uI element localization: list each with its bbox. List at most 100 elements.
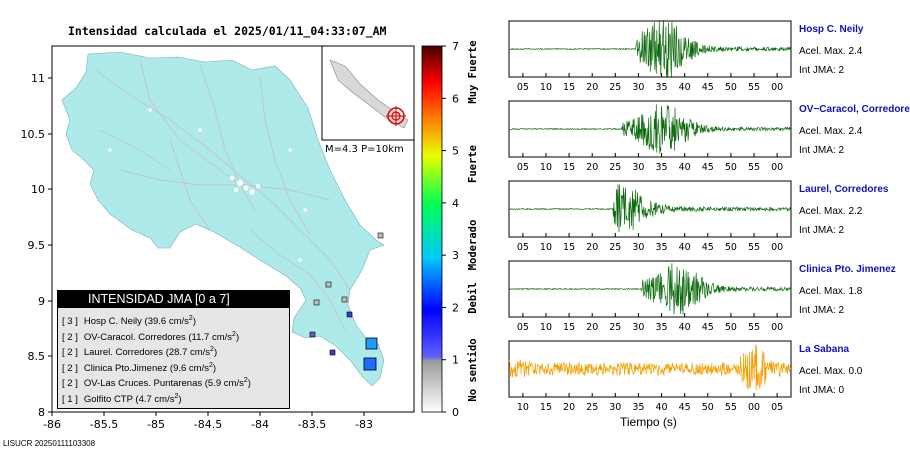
wave-tick-label: 40 [679, 162, 691, 173]
wave-tick-label: 30 [632, 82, 644, 93]
station-marker [329, 349, 336, 356]
inset-map [321, 45, 415, 141]
map-x-tick-label: -83 [355, 418, 373, 431]
station-jma-intensity: Int JMA: 2 [799, 65, 845, 76]
wave-tick-label: 20 [563, 402, 575, 413]
wave-tick-label: 20 [586, 162, 598, 173]
wave-tick-label: 15 [563, 242, 575, 253]
station-marker [365, 337, 378, 350]
legend-unit-sup: 2 [232, 330, 236, 338]
colorbar-category-label: Fuerte [467, 145, 479, 183]
wave-tick-label: 55 [748, 82, 760, 93]
colorbar-tick-label: 4 [452, 197, 459, 210]
wave-tick-label: 10 [540, 242, 552, 253]
legend-unit-sup: 2 [174, 392, 179, 400]
wave-tick-label: 25 [609, 82, 621, 93]
wave-tick-label: 00 [771, 82, 783, 93]
colorbar-category-label: Moderado [467, 219, 479, 271]
wave-tick-label: 25 [586, 402, 598, 413]
station-marker [363, 357, 377, 371]
station-peak-accel: Acel. Max. 0.0 [799, 366, 863, 377]
time-axis-label: Tiempo (s) [620, 415, 677, 429]
station-peak-accel: Acel. Max. 2.2 [799, 206, 863, 217]
wave-tick-label: 00 [771, 322, 783, 333]
wave-tick-label: 40 [656, 402, 668, 413]
wave-tick-label: 25 [609, 162, 621, 173]
wave-tick-label: 10 [517, 402, 529, 413]
colorbar-tick-label: 7 [452, 40, 459, 53]
wave-tick-label: 35 [656, 242, 668, 253]
map-x-tick-label: -83.5 [298, 418, 326, 431]
station-markers [309, 232, 384, 371]
colorbar-tick-label: 6 [452, 92, 459, 105]
intensity-colorbar: 7 6 5 4 3 2 1 0 [421, 40, 459, 419]
colorbar-tick-label: 2 [452, 301, 459, 314]
station-peak-accel: Acel. Max. 2.4 [799, 126, 863, 137]
wave-tick-label: 30 [609, 402, 621, 413]
road-network [94, 59, 351, 331]
wave-tick-label: 30 [632, 242, 644, 253]
wave-tick-label: 20 [586, 82, 598, 93]
colorbar-category-label: Debil [467, 282, 479, 314]
wave-tick-label: 10 [540, 322, 552, 333]
chart-title: Intensidad calculada el 2025/01/11_04:33… [68, 24, 387, 38]
wave-tick-label: 35 [656, 82, 668, 93]
waveform-trace [508, 344, 792, 391]
wave-tick-label: 20 [586, 242, 598, 253]
map-y-tick-label: 9 [38, 295, 45, 308]
waveform-panel: 05 10 15 20 25 30 35 40 45 50 55 00 [508, 260, 792, 333]
map-x-tick-label: -85 [147, 418, 165, 431]
legend-close-paren: ) [235, 331, 240, 343]
wave-tick-label: 05 [771, 402, 783, 413]
wave-tick-label: 25 [609, 242, 621, 253]
costa-rica-landmass [61, 51, 385, 387]
wave-tick-label: 15 [563, 322, 575, 333]
wave-tick-label: 45 [702, 162, 714, 173]
station-name: La Sabana [799, 344, 850, 355]
legend-title: INTENSIDAD JMA [0 a 7] [58, 291, 289, 308]
wave-tick-label: 55 [748, 242, 760, 253]
wave-tick-label: 00 [748, 402, 760, 413]
legend-level: [ 2 ] [62, 331, 78, 343]
wave-tick-label: 50 [725, 322, 737, 333]
wave-tick-label: 25 [609, 322, 621, 333]
wave-tick-label: 20 [586, 322, 598, 333]
legend-level: [ 2 ] [62, 347, 78, 359]
legend-entry: [ 1 ] Golfito CTP (4.7 cm/s2) [62, 389, 289, 405]
station-marker [346, 311, 353, 318]
wave-tick-label: 45 [702, 242, 714, 253]
legend-station-text: Golfito CTP (4.7 cm/s [83, 393, 175, 405]
station-marker [325, 281, 332, 288]
map-x-tick-label: -84.5 [194, 418, 222, 431]
colorbar-category-label: No sentido [467, 338, 479, 402]
wave-tick-label: 40 [679, 322, 691, 333]
legend-entry: [ 2 ] OV-Caracol. Corredores (11.7 cm/s2) [62, 327, 289, 343]
wave-tick-label: 05 [517, 242, 529, 253]
legend-level: [ 2 ] [62, 378, 78, 390]
wave-tick-label: 50 [702, 402, 714, 413]
wave-tick-label: 40 [679, 242, 691, 253]
legend-level: [ 3 ] [62, 316, 78, 328]
legend-station-text: Laurel. Corredores (28.7 cm/s [83, 347, 211, 359]
wave-tick-label: 10 [540, 82, 552, 93]
legend-close-paren: ) [213, 347, 218, 359]
station-jma-intensity: Int JMA: 0 [799, 385, 845, 396]
legend-unit-sup: 2 [208, 361, 213, 369]
wave-tick-label: 15 [563, 162, 575, 173]
wave-tick-label: 50 [725, 242, 737, 253]
station-jma-intensity: Int JMA: 2 [799, 225, 845, 236]
waveform-panel: 05 10 15 20 25 30 35 40 45 50 55 00 [508, 180, 792, 253]
wave-tick-label: 00 [771, 162, 783, 173]
wave-tick-label: 05 [517, 162, 529, 173]
map-y-tick-label: 8.5 [28, 350, 46, 363]
map-y-tick-label: 9.5 [28, 239, 46, 252]
waveform-trace [508, 263, 792, 315]
station-name: Hosp C. Neily [799, 24, 864, 35]
legend-entry: [ 2 ] OV-Las Cruces. Puntarenas (5.9 cm/s… [62, 373, 289, 389]
map-y-tick-label: 8 [38, 406, 45, 419]
waveform-trace [508, 104, 792, 154]
wave-tick-label: 45 [702, 322, 714, 333]
colorbar-tick-label: 1 [452, 354, 459, 367]
map-y-tick-label: 10 [31, 183, 45, 196]
station-marker [341, 296, 348, 303]
